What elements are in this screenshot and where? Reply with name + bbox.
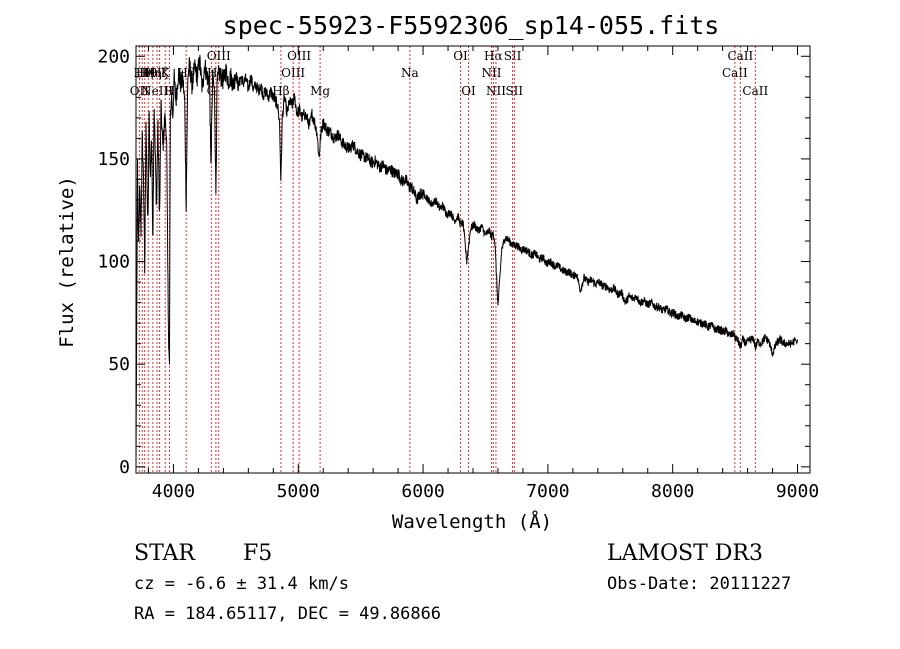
y-tick-label: 150 — [97, 149, 130, 170]
line-label-22: NII — [486, 84, 506, 98]
y-tick-label: 100 — [97, 252, 130, 273]
line-label-13: Hβ — [272, 84, 289, 98]
line-label-12: OIII — [207, 49, 231, 63]
y-tick-label: 200 — [97, 46, 130, 67]
x-tick-label: 5000 — [277, 481, 320, 502]
line-label-15: OIII — [287, 49, 311, 63]
line-label-8: H — [164, 84, 174, 98]
x-tick-label: 6000 — [401, 481, 444, 502]
line-label-10: G — [207, 84, 217, 98]
line-label-20: NII — [481, 66, 501, 80]
line-label-18: OI — [453, 49, 468, 63]
spectral-subclass: F5 — [243, 541, 272, 566]
line-label-4: Hη — [144, 66, 162, 80]
y-tick-label: 50 — [108, 354, 130, 375]
line-label-26: CaII — [727, 49, 753, 63]
redshift-info: cz = -6.6 ± 31.4 km/s — [134, 574, 349, 594]
line-label-14: OIII — [281, 66, 305, 80]
line-label-25: CaII — [722, 66, 748, 80]
survey-name: LAMOST DR3 — [607, 541, 763, 566]
y-axis-label: Flux (relative) — [56, 176, 78, 348]
line-label-16: Mg — [310, 84, 330, 98]
y-axis: 0 50 100 150 200 — [97, 46, 810, 478]
x-axis: 4000 5000 6000 7000 8000 9000 — [147, 46, 819, 502]
line-label-7: K — [161, 66, 171, 80]
line-label-3: Hθ — [139, 66, 157, 80]
line-label-19: OI — [461, 84, 476, 98]
x-tick-label: 9000 — [776, 481, 819, 502]
x-tick-label: 8000 — [651, 481, 694, 502]
y-tick-label: 0 — [119, 457, 130, 478]
coordinates: RA = 184.65117, DEC = 49.86866 — [134, 604, 441, 624]
line-label-27: CaII — [742, 84, 768, 98]
plot-frame — [135, 45, 811, 474]
line-label-17: Na — [401, 66, 419, 80]
line-label-21: Hα — [484, 49, 503, 63]
line-label-23: SII — [504, 49, 522, 63]
spectrum-line — [135, 54, 798, 467]
spectral-line-markers: OIIHθHηHθHηNeIIIHζKHHδGHγOIIIHβOIIIOIIIM… — [130, 46, 768, 473]
x-tick-label: 7000 — [526, 481, 569, 502]
line-label-6: Hζ — [151, 66, 168, 80]
observation-date: Obs-Date: 20111227 — [607, 574, 791, 594]
line-label-24: SII — [505, 84, 523, 98]
chart-title: spec-55923-F5592306_sp14-055.fits — [223, 11, 720, 40]
x-axis-label: Wavelength (Å) — [392, 510, 552, 533]
x-tick-label: 4000 — [152, 481, 195, 502]
object-class: STAR — [134, 541, 196, 566]
